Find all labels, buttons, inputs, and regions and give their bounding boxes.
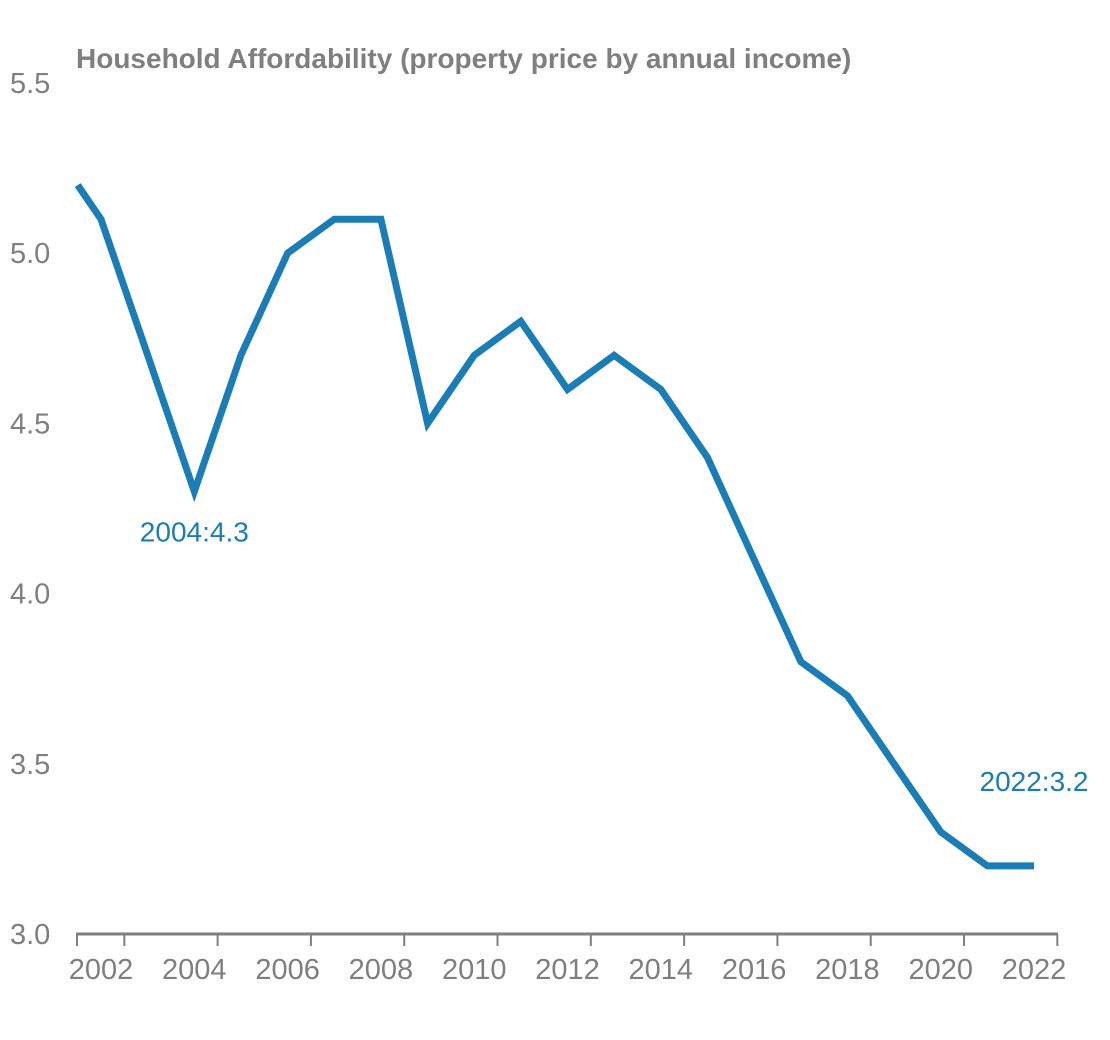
y-tick-label: 4.0	[10, 579, 50, 611]
x-tick-label: 2016	[722, 954, 787, 986]
y-axis-ticks: 3.0 3.5 4.0 4.5 5.0 5.5	[10, 68, 50, 951]
x-tick-label: 2012	[535, 954, 600, 986]
x-tick-label: 2010	[442, 954, 507, 986]
data-annotation: 2004:4.3	[140, 516, 249, 547]
x-tick-label: 2018	[815, 954, 880, 986]
x-tick-label: 2006	[255, 954, 320, 986]
x-tick-label: 2020	[908, 954, 973, 986]
y-tick-label: 3.0	[10, 919, 50, 951]
y-tick-label: 4.5	[10, 408, 50, 440]
annotations: 2004:4.3 2022:3.2	[140, 516, 1089, 796]
x-tick-label: 2002	[69, 954, 134, 986]
x-tick-label: 2022	[1002, 954, 1067, 986]
data-annotation: 2022:3.2	[980, 766, 1089, 797]
x-axis-ticks: 2002 2004 2006 2008 2010 2012 2014 2016 2018 2020…	[69, 934, 1067, 986]
x-tick-label: 2004	[162, 954, 227, 986]
series-layer	[74, 183, 1034, 870]
y-tick-label: 3.5	[10, 749, 50, 781]
y-tick-label: 5.5	[10, 68, 50, 100]
series-line	[74, 183, 1034, 870]
y-tick-label: 5.0	[10, 238, 50, 270]
x-tick-label: 2014	[629, 954, 694, 986]
x-tick-label: 2008	[349, 954, 414, 986]
chart-title: Household Affordability (property price …	[76, 43, 851, 74]
